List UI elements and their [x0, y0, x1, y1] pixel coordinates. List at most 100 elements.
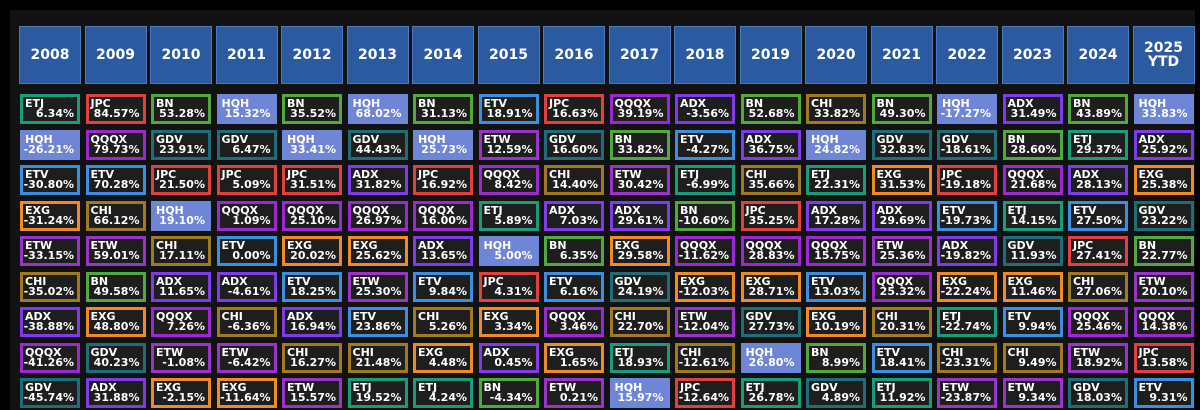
ticker-label: ETV	[25, 168, 49, 181]
quilt-cell: ETJ 19.52%	[347, 378, 408, 408]
quilt-cell: GDV 44.43%	[347, 129, 408, 160]
return-label: 25.62%	[355, 249, 402, 262]
quilt-cell: ETW -23.87%	[937, 378, 997, 408]
return-label: 24.19%	[617, 284, 664, 298]
return-label: 6.35%	[559, 249, 598, 262]
quilt-cell: GDV 6.47%	[216, 129, 277, 160]
return-label: 9.34%	[1018, 391, 1057, 404]
quilt-cell: QQQX 14.38%	[1133, 307, 1194, 337]
quilt-cell: ETJ 18.93%	[609, 342, 670, 373]
return-label: 25.73%	[421, 142, 467, 156]
quilt-cell: JPC -19.18%	[937, 165, 997, 195]
quilt-cell: BN 33.82%	[609, 129, 670, 160]
ticker-label: BN	[876, 97, 895, 110]
ticker-label: ETV	[942, 203, 966, 217]
quilt-cell: ETV -30.80%	[20, 165, 80, 195]
return-label: -26.21%	[23, 142, 74, 156]
ticker-label: QQQX	[418, 203, 455, 217]
ticker-label: JPC	[549, 97, 570, 110]
ticker-label: ETW	[156, 345, 184, 359]
quilt-cell: ETJ 5.89%	[478, 200, 539, 231]
ticker-label: ETV	[483, 97, 508, 110]
return-label: 30.42%	[617, 178, 664, 191]
return-label: -19.73%	[940, 213, 991, 227]
quilt-cell: ETJ 6.34%	[20, 94, 80, 124]
ticker-label: EXG	[549, 345, 575, 359]
ticker-label: ETV	[418, 274, 442, 288]
quilt-cell: QQQX 7.26%	[151, 307, 211, 337]
ticker-label: QQQX	[745, 239, 783, 252]
ticker-label: QQQX	[25, 345, 62, 359]
ticker-label: BN	[549, 239, 567, 252]
return-label: 1.65%	[559, 355, 598, 369]
ticker-label: QQQX	[352, 203, 390, 217]
ticker-label: CHI	[90, 203, 112, 217]
ticker-label: CHI	[156, 239, 178, 252]
return-label: 33.82%	[814, 107, 860, 120]
year-header-6: 2014	[412, 26, 474, 84]
quilt-cell: QQQX 1.09%	[216, 200, 277, 231]
return-label: 0.45%	[494, 355, 533, 369]
quilt-cell: GDV -45.74%	[20, 378, 80, 408]
ticker-label: QQQX	[221, 203, 259, 217]
ticker-label: ETV	[287, 274, 311, 288]
quilt-cell: BN -10.60%	[675, 200, 735, 231]
ticker-label: CHI	[876, 310, 898, 323]
ticker-label: ADX	[221, 274, 248, 288]
ticker-label: QQQX	[90, 132, 128, 146]
year-header-4: 2012	[281, 26, 343, 84]
return-label: 49.30%	[879, 107, 926, 120]
ticker-label: ADX	[1073, 168, 1100, 181]
return-label: 15.97%	[617, 391, 664, 404]
ticker-label: BN	[811, 345, 829, 359]
return-label: 25.38%	[1141, 178, 1188, 191]
quilt-cell: JPC 13.58%	[1133, 342, 1194, 373]
return-label: 15.32%	[224, 107, 271, 120]
return-label: 31.82%	[355, 178, 402, 191]
ticker-label: EXG	[287, 239, 313, 252]
ticker-label: JPC	[1138, 345, 1159, 359]
return-label: 4.48%	[428, 355, 467, 369]
return-label: -18.61%	[940, 142, 991, 156]
ticker-label: ETV	[549, 274, 573, 288]
return-label: 25.46%	[1076, 320, 1122, 333]
ticker-label: JPC	[287, 168, 308, 181]
return-label: 14.38%	[1141, 320, 1188, 333]
ticker-label: QQQX	[156, 310, 193, 323]
return-label: 5.26%	[428, 320, 467, 333]
return-label: 33.83%	[1141, 107, 1188, 120]
quilt-cell: HQH 24.82%	[806, 129, 866, 160]
ticker-label: CHI	[1073, 274, 1095, 288]
quilt-cell: JPC 84.57%	[85, 94, 146, 124]
return-label: 68.02%	[355, 107, 402, 120]
ticker-label: HQH	[811, 132, 839, 146]
ticker-label: ETJ	[1007, 203, 1027, 217]
return-label: 13.65%	[421, 249, 467, 262]
return-label: 20.10%	[1141, 284, 1188, 298]
ticker-label: GDV	[942, 132, 969, 146]
return-label: 16.60%	[552, 142, 598, 156]
ticker-label: QQQX	[549, 310, 586, 323]
ticker-label: ETV	[221, 239, 246, 252]
ticker-label: ETV	[1007, 310, 1032, 323]
quilt-cell: BN 31.13%	[413, 94, 473, 124]
ticker-label: GDV	[221, 132, 249, 146]
year-header-17: 2025 YTD	[1132, 26, 1195, 84]
ticker-label: CHI	[352, 345, 374, 359]
ticker-label: ETW	[483, 132, 511, 146]
ticker-label: ADX	[549, 203, 576, 217]
quilt-cell: EXG 10.19%	[806, 307, 866, 337]
ticker-label: ETV	[876, 345, 901, 359]
return-label: -12.61%	[678, 355, 729, 369]
quilt-cell: CHI 9.49%	[1002, 342, 1063, 373]
return-label: 12.59%	[486, 142, 533, 156]
quilt-cell: JPC 4.31%	[478, 271, 539, 302]
quilt-cell: ADX 36.75%	[740, 129, 801, 160]
quilt-cell: GDV -18.61%	[937, 129, 997, 160]
return-label: -19.18%	[940, 178, 991, 191]
quilt-cell: EXG 4.48%	[413, 342, 473, 373]
return-label: -31.24%	[23, 213, 74, 227]
ticker-label: HQH	[221, 97, 250, 110]
ticker-label: ADX	[942, 239, 969, 252]
ticker-label: GDV	[1007, 239, 1035, 252]
